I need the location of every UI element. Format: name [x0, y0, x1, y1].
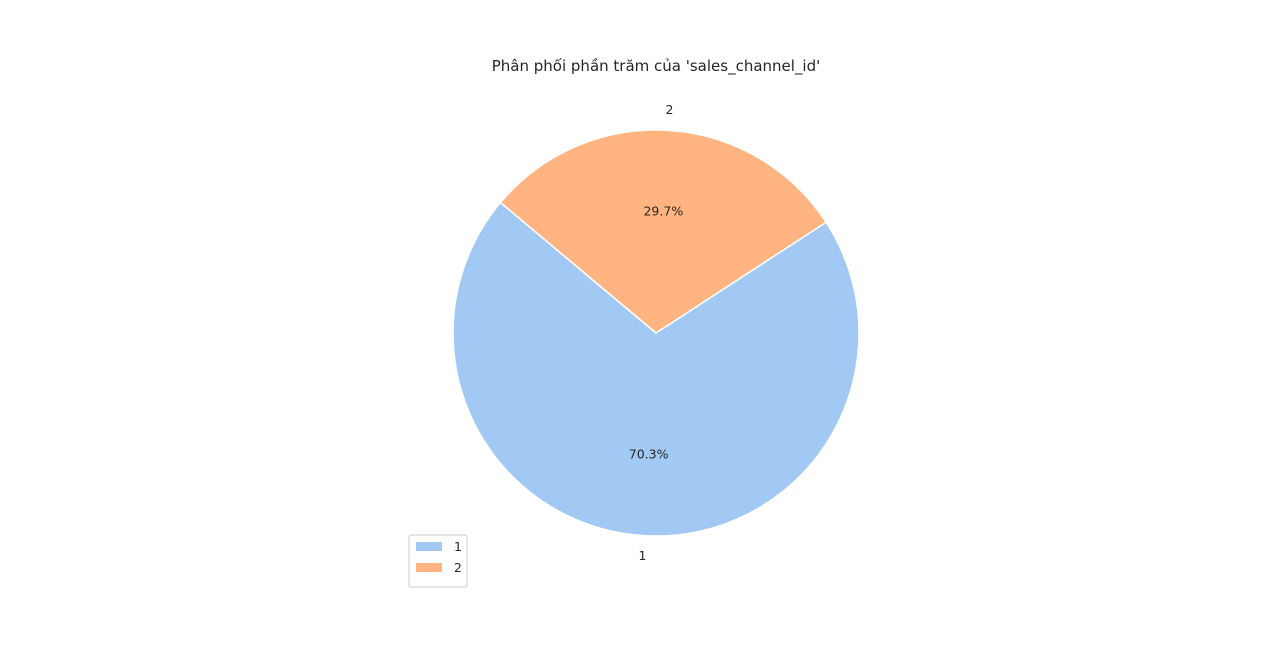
- legend-swatch-1: [416, 542, 442, 551]
- legend-label-1: 1: [454, 539, 462, 554]
- pie-percent-label-2: 29.7%: [643, 203, 683, 218]
- legend-swatch-2: [416, 563, 442, 572]
- pie-slice-1: [452, 201, 860, 537]
- pie-percent-label-1: 70.3%: [629, 447, 669, 462]
- pie-labels: 70.3% 1 29.7% 2: [629, 102, 684, 563]
- chart-legend: 12: [408, 534, 468, 588]
- pie-category-label-1: 1: [639, 548, 647, 563]
- pie-slice-2: [499, 129, 828, 334]
- pie-slices: [452, 129, 860, 537]
- pie-category-label-2: 2: [666, 102, 674, 117]
- legend-label-2: 2: [454, 560, 462, 575]
- chart-title: Phân phối phần trăm của 'sales_channel_i…: [492, 57, 821, 76]
